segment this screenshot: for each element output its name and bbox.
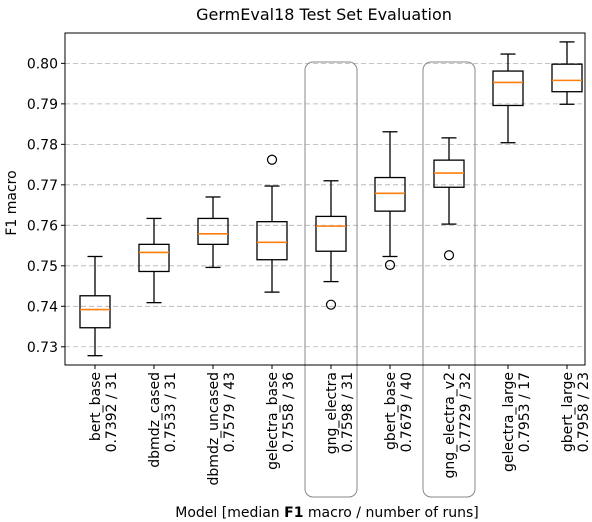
gridlines	[65, 62, 585, 348]
model-summary: 0.7533 / 31	[163, 372, 179, 452]
x-tick-label: dbmdz_uncased0.7579 / 43	[206, 372, 238, 485]
y-tick-label: 0.75	[27, 259, 58, 275]
y-tick-label: 0.80	[27, 56, 58, 72]
highlight-boxes	[304, 61, 476, 498]
y-tick-label: 0.77	[27, 178, 58, 194]
model-name: dbmdz_uncased	[206, 372, 222, 485]
y-axis: 0.73 0.74 0.75 0.76 0.77 0.78 0.79 0.80	[27, 56, 65, 356]
iqr-box	[374, 176, 406, 212]
box-dbmdz_cased	[138, 217, 170, 304]
y-axis-label: F1 macro	[4, 170, 20, 235]
y-tick-label: 0.74	[27, 299, 58, 315]
x-tick-label: gbert_base0.7679 / 40	[383, 372, 415, 452]
model-summary: 0.7579 / 43	[222, 372, 238, 452]
model-name: gng_electra	[324, 372, 340, 454]
box-dbmdz_uncased	[197, 196, 229, 269]
x-tick-label: dbmdz_cased0.7533 / 31	[147, 372, 179, 468]
model-summary: 0.7679 / 40	[399, 372, 415, 452]
box-bert_base	[79, 255, 111, 357]
model-name: gng_electra_v2	[442, 372, 458, 478]
iqr-box	[315, 215, 347, 252]
y-tick-label: 0.76	[27, 218, 58, 234]
x-tick-label: gelectra_base0.7558 / 36	[265, 372, 297, 470]
x-tick-label: gng_electra0.7598 / 31	[324, 372, 356, 454]
model-name: gelectra_base	[265, 372, 281, 470]
model-summary: 0.7958 / 23	[576, 372, 592, 452]
outlier-point	[384, 259, 396, 271]
model-name: dbmdz_cased	[147, 372, 163, 468]
box-gng_electra_v2	[433, 137, 465, 261]
box-gbert_large	[551, 41, 583, 105]
outlier-point	[325, 299, 337, 310]
box-gelectra_base	[256, 154, 288, 293]
iqr-box	[197, 217, 229, 245]
iqr-box	[138, 243, 170, 273]
x-axis-label-part-3: macro / number of runs]	[303, 505, 478, 521]
box-gng_electra	[315, 180, 347, 310]
highlight-box	[422, 61, 476, 498]
model-summary: 0.7729 / 32	[458, 372, 474, 452]
model-summary: 0.7392 / 31	[104, 372, 120, 452]
outlier-point	[443, 250, 455, 261]
x-axis: bert_base0.7392 / 31 dbmdz_cased0.7533 / …	[88, 365, 592, 485]
chart-title: GermEval18 Test Set Evaluation	[196, 5, 452, 24]
y-tick-label: 0.78	[27, 137, 58, 153]
model-summary: 0.7558 / 36	[281, 372, 297, 453]
model-name: bert_base	[88, 372, 104, 441]
model-summary: 0.7598 / 31	[340, 372, 356, 452]
iqr-box	[256, 221, 288, 261]
outlier-point	[266, 154, 278, 165]
box-gbert_base	[374, 131, 406, 271]
x-tick-label: gelectra_large0.7953 / 17	[501, 372, 533, 472]
iqr-box	[492, 70, 524, 107]
box-series	[79, 41, 583, 357]
iqr-box	[551, 63, 583, 93]
iqr-box	[79, 295, 111, 329]
highlight-box	[304, 61, 358, 498]
model-summary: 0.7953 / 17	[517, 372, 533, 452]
plot-frame	[64, 32, 586, 366]
x-axis-label: Model [median F1 macro / number of runs]	[175, 505, 479, 521]
y-tick-label: 0.79	[27, 97, 58, 113]
y-tick-label: 0.73	[27, 340, 58, 356]
x-tick-label: bert_base0.7392 / 31	[88, 372, 120, 452]
model-name: gbert_base	[383, 372, 399, 450]
box-gelectra_large	[492, 53, 524, 144]
x-axis-label-part-2: F1	[284, 505, 303, 521]
model-name: gelectra_large	[501, 372, 517, 472]
x-axis-label-part-1: Model [median	[175, 505, 284, 521]
model-name: gbert_large	[560, 372, 576, 452]
x-tick-label: gng_electra_v20.7729 / 32	[442, 372, 474, 478]
x-tick-label: gbert_large0.7958 / 23	[560, 372, 592, 452]
